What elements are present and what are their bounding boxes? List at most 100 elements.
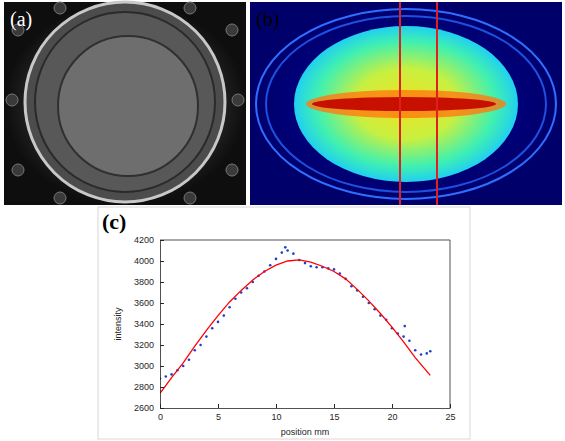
data-point <box>281 251 284 254</box>
tick-mark <box>392 404 393 408</box>
axis-line <box>161 408 451 409</box>
fit-line <box>160 260 430 393</box>
tick: 5 <box>216 404 221 422</box>
bolt <box>232 94 244 106</box>
tick-mark <box>160 324 164 325</box>
tick: 4000 <box>134 256 164 266</box>
band <box>312 97 496 111</box>
frame <box>160 240 450 241</box>
tick: 3600 <box>134 298 164 308</box>
y-axis-title: intensity <box>113 307 123 341</box>
tick-mark <box>160 303 164 304</box>
panel-label: (a) <box>10 8 32 31</box>
tick: 4200 <box>134 235 164 245</box>
data-point <box>246 287 249 290</box>
tick-mark <box>160 366 164 367</box>
data-marks <box>160 246 432 393</box>
data-point <box>188 358 191 361</box>
tick-label: 2600 <box>134 403 154 413</box>
data-point <box>414 349 417 352</box>
cut-line <box>399 2 401 205</box>
tick-label: 2800 <box>134 382 154 392</box>
tick-label: 15 <box>329 412 339 422</box>
chart-background <box>98 207 470 439</box>
panel-a: (a) <box>4 2 246 205</box>
data-point <box>403 325 406 328</box>
data-point <box>286 249 289 252</box>
tick-mark <box>276 404 277 408</box>
tick: 2600 <box>134 403 164 413</box>
bolt <box>184 2 196 14</box>
tick: 3800 <box>134 277 164 287</box>
tick: 20 <box>387 404 397 422</box>
tick-label: 25 <box>445 412 455 422</box>
tick-mark <box>160 408 164 409</box>
ring <box>266 16 546 192</box>
figure: (a) (b) 0 5 10 15 20 25 2600 2800 3000 3200 3400 3600… <box>0 0 565 441</box>
plot-area <box>160 240 450 408</box>
bolt <box>184 192 196 204</box>
tick-label: 3800 <box>134 277 154 287</box>
data-point <box>194 349 197 352</box>
bolt <box>226 24 238 36</box>
data-point <box>211 327 214 330</box>
cut-line <box>436 2 438 205</box>
tick-mark <box>218 404 219 408</box>
data-point <box>292 252 295 255</box>
tick-mark <box>160 387 164 388</box>
tick-label: 0 <box>158 412 163 422</box>
data-point <box>228 306 231 309</box>
tick-mark <box>450 404 451 408</box>
window-ring <box>25 2 225 202</box>
sample <box>58 36 198 176</box>
tick-label: 4000 <box>134 256 154 266</box>
data-point <box>310 265 313 268</box>
data-point <box>304 262 307 265</box>
ring <box>256 9 556 199</box>
data-point <box>420 353 423 356</box>
data-point <box>269 264 272 267</box>
panel-b: (b) <box>250 2 562 205</box>
tick-label: 3200 <box>134 340 154 350</box>
panel-c: 0 5 10 15 20 25 2600 2800 3000 3200 3400 3600 3800 40… <box>98 207 470 439</box>
tick: 25 <box>445 404 455 422</box>
tick: 3000 <box>134 361 164 371</box>
panel-label: (c) <box>102 209 126 234</box>
data-point <box>165 375 168 378</box>
frame <box>450 240 451 408</box>
data-point <box>170 373 173 376</box>
tick-mark <box>160 345 164 346</box>
tick-label: 4200 <box>134 235 154 245</box>
tick: 15 <box>329 404 339 422</box>
data-point <box>333 268 336 271</box>
data-point <box>217 321 220 324</box>
tick: 2800 <box>134 382 164 392</box>
data-point <box>429 350 432 353</box>
data-point <box>205 335 208 338</box>
bolt <box>54 192 66 204</box>
photo-background <box>4 2 246 205</box>
tick: 10 <box>271 404 281 422</box>
data-point <box>402 335 405 338</box>
data-point <box>275 258 278 261</box>
window <box>35 12 215 192</box>
tick: 3400 <box>134 319 164 329</box>
image-background <box>250 2 562 205</box>
data-point <box>284 246 287 249</box>
data-point <box>199 344 202 347</box>
tick-label: 10 <box>271 412 281 422</box>
tick-label: 5 <box>216 412 221 422</box>
y-axis: 2600 2800 3000 3200 3400 3600 3800 4000 4200 <box>134 235 164 413</box>
data-point <box>408 340 411 343</box>
tick-mark <box>160 261 164 262</box>
tick-mark <box>160 240 164 241</box>
panel-label: (b) <box>256 8 279 31</box>
bolt <box>54 2 66 14</box>
tick-label: 3600 <box>134 298 154 308</box>
tick-label: 3000 <box>134 361 154 371</box>
tick-label: 20 <box>387 412 397 422</box>
data-point <box>426 352 429 355</box>
intensity-region <box>294 26 518 182</box>
tick-mark <box>160 282 164 283</box>
bolt <box>12 164 24 176</box>
